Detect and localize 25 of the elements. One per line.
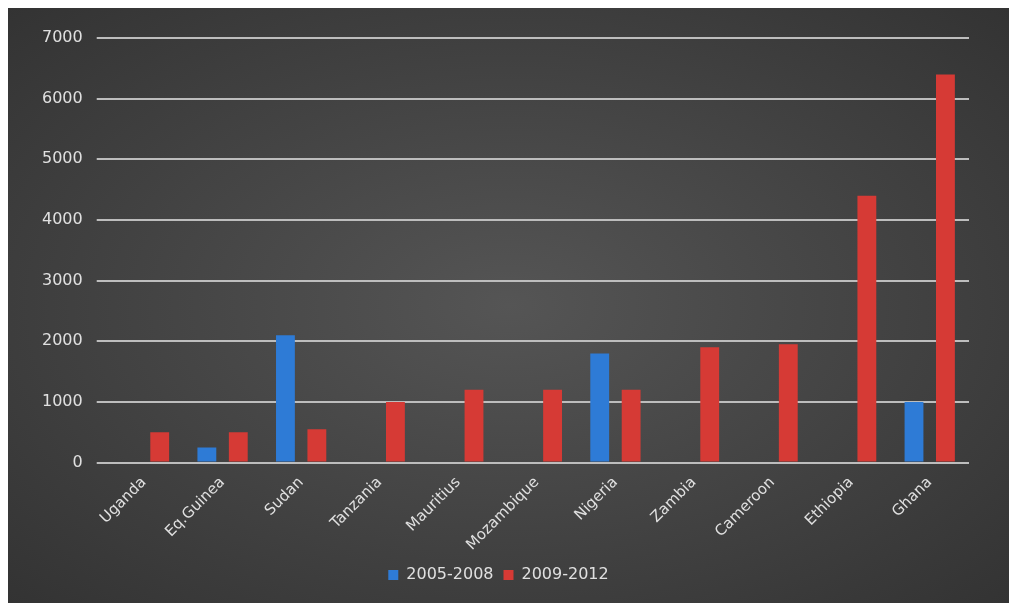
- bar: [936, 74, 955, 462]
- y-tick-label: 4000: [42, 209, 83, 229]
- bar: [386, 401, 405, 462]
- bar: [543, 389, 562, 462]
- bar: [778, 344, 798, 462]
- y-tick-label: 2000: [42, 330, 83, 350]
- bar: [621, 389, 641, 462]
- bar: [590, 353, 610, 462]
- bar: [150, 432, 170, 462]
- legend-label: 2009-2012: [521, 564, 609, 584]
- bar: [228, 432, 248, 462]
- bar: [197, 447, 217, 462]
- legend-label: 2005-2008: [406, 564, 494, 584]
- y-tick-label: 7000: [42, 27, 83, 47]
- y-tick-label: 6000: [42, 87, 83, 107]
- y-tick-label: 0: [72, 451, 83, 471]
- bar: [904, 401, 924, 462]
- bar: [857, 195, 877, 462]
- bar: [700, 347, 720, 462]
- bar: [464, 389, 484, 462]
- bar: [276, 335, 295, 462]
- y-tick-label: 5000: [42, 148, 83, 168]
- y-tick-label: 3000: [42, 269, 83, 289]
- bar: [307, 429, 327, 462]
- y-tick-label: 1000: [42, 391, 83, 411]
